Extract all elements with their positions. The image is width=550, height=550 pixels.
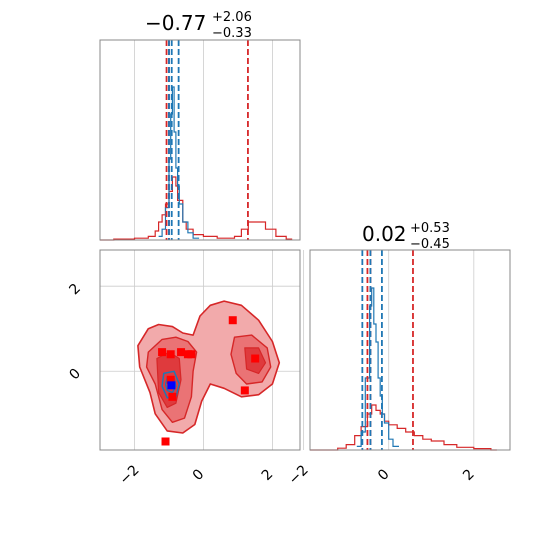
hist-red-series: [310, 404, 497, 451]
y-tick-label-p2: 2: [66, 281, 84, 299]
x-tick-label-p1: 0: [190, 466, 208, 484]
histogram-panel-p2: [303, 249, 511, 451]
scatter-point-red: [240, 386, 249, 395]
scatter-point-red: [168, 392, 177, 401]
title-p2-minus: −0.45: [410, 237, 450, 252]
scatter-point-red: [177, 348, 186, 357]
title-p1-plus: +2.06: [212, 10, 252, 25]
title-p2: 0.02 +0.53 −0.45: [362, 221, 450, 252]
y-tick-label-p2: 0: [66, 366, 84, 384]
panel-frame: [309, 249, 511, 451]
panel-frame: [99, 249, 301, 451]
scatter-panel: [99, 249, 301, 451]
title-p1: −0.77 +2.06 −0.33: [145, 10, 252, 41]
title-p1-minus: −0.33: [212, 26, 252, 41]
scatter-point-red: [251, 354, 260, 363]
hist-red-series: [100, 176, 293, 241]
x-tick-label-p1: 2: [259, 466, 277, 484]
histogram-panel-p1: [99, 39, 301, 241]
x-tick-label-p1: −2: [117, 462, 143, 488]
title-p1-value: −0.77: [145, 11, 206, 35]
scatter-point-red: [166, 375, 175, 384]
scatter-point-red: [228, 316, 237, 325]
x-tick-label-p2: 0: [375, 466, 393, 484]
hist-blue-series: [356, 287, 399, 447]
scatter-point-red: [161, 437, 170, 446]
x-tick-label-p2: 2: [460, 466, 478, 484]
x-tick-label-p2: −2: [286, 462, 312, 488]
scatter-point-blue: [167, 381, 176, 390]
panel-frame: [99, 39, 301, 241]
scatter-point-red: [187, 350, 196, 359]
scatter-point-red: [158, 348, 167, 357]
title-p2-value: 0.02: [362, 222, 407, 246]
title-p2-plus: +0.53: [410, 221, 450, 236]
scatter-point-red: [166, 350, 175, 359]
